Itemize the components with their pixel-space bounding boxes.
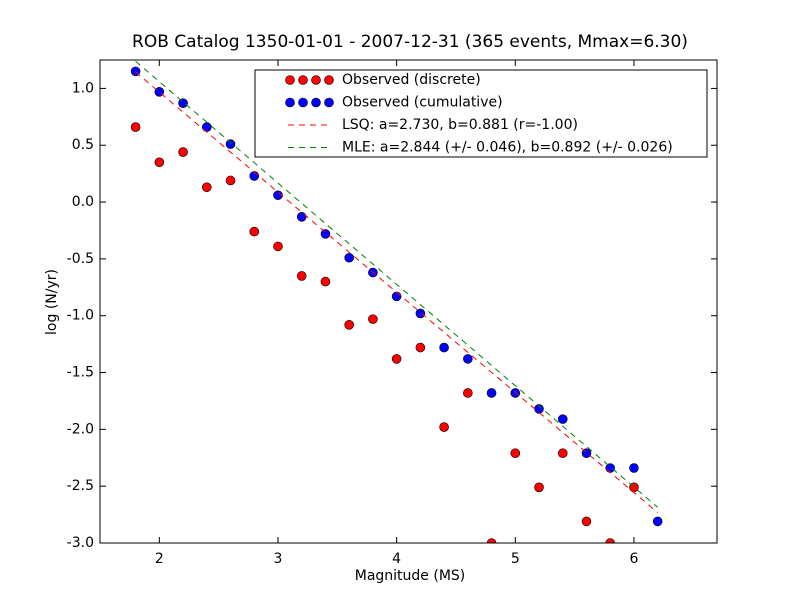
legend-marker: [311, 75, 321, 85]
point: [201, 182, 212, 193]
point: [178, 147, 188, 157]
point: [368, 314, 378, 324]
point: [273, 241, 283, 252]
point: [415, 342, 426, 353]
legend-marker: [285, 75, 295, 85]
y-tick-label: -2.5: [67, 478, 94, 494]
point: [178, 98, 188, 108]
point: [296, 212, 307, 222]
axes-frame: [99, 59, 718, 544]
y-tick-label: -3.0: [67, 535, 94, 551]
point: [391, 354, 402, 364]
point: [557, 448, 568, 459]
point: [629, 463, 639, 473]
point: [605, 538, 616, 543]
y-tick-label: 1.0: [72, 80, 94, 96]
point: [439, 422, 449, 432]
y-tick-label: -0.5: [67, 251, 94, 267]
legend-marker: [298, 75, 308, 85]
point: [605, 463, 616, 473]
point: [320, 276, 331, 287]
legend-marker: [298, 97, 308, 108]
point: [463, 354, 473, 364]
legend-marker: [324, 75, 334, 85]
point: [225, 175, 236, 186]
point: [486, 388, 497, 398]
point: [344, 252, 354, 263]
point: [557, 414, 568, 424]
point: [510, 448, 521, 459]
y-tick-label: -2.0: [67, 421, 94, 437]
legend-marker: [324, 97, 334, 108]
legend-label: LSQ: a=2.730, b=0.881 (r=-1.00): [342, 117, 578, 133]
x-tick-label: 3: [274, 551, 283, 567]
point: [201, 122, 212, 132]
y-tick-label: 0.0: [72, 194, 94, 210]
legend-label: MLE: a=2.844 (+/- 0.046), b=0.892 (+/- 0…: [342, 140, 673, 156]
y-tick-label: 0.5: [72, 137, 94, 153]
point: [273, 190, 283, 201]
point: [344, 319, 354, 330]
fit-line: [135, 60, 658, 508]
point: [225, 139, 236, 149]
plot-area: [130, 60, 663, 543]
fit-line: [135, 71, 658, 513]
point: [320, 229, 331, 239]
legend-label: Observed (discrete): [342, 72, 481, 88]
x-tick-label: 5: [511, 551, 520, 567]
legend-marker: [311, 97, 321, 108]
point: [439, 342, 449, 353]
y-axis-label: log (N/yr): [44, 269, 60, 335]
point: [296, 271, 307, 281]
legend-label: Observed (cumulative): [342, 95, 503, 111]
x-tick-label: 2: [155, 551, 164, 567]
y-tick-label: -1.0: [67, 308, 94, 324]
legend-marker: [285, 97, 295, 108]
x-tick-label: 6: [629, 551, 638, 567]
point: [154, 157, 165, 168]
point: [391, 291, 402, 302]
point: [415, 308, 426, 319]
point: [486, 538, 497, 543]
point: [130, 122, 141, 132]
y-tick-label: -1.5: [67, 365, 94, 381]
point: [534, 482, 544, 493]
point: [249, 226, 260, 237]
x-tick-label: 4: [392, 551, 401, 567]
x-axis-label: Magnitude (MS): [355, 568, 466, 584]
chart-title: ROB Catalog 1350-01-01 - 2007-12-31 (365…: [132, 32, 688, 52]
point: [463, 388, 473, 398]
point: [581, 516, 592, 527]
point: [652, 516, 663, 527]
